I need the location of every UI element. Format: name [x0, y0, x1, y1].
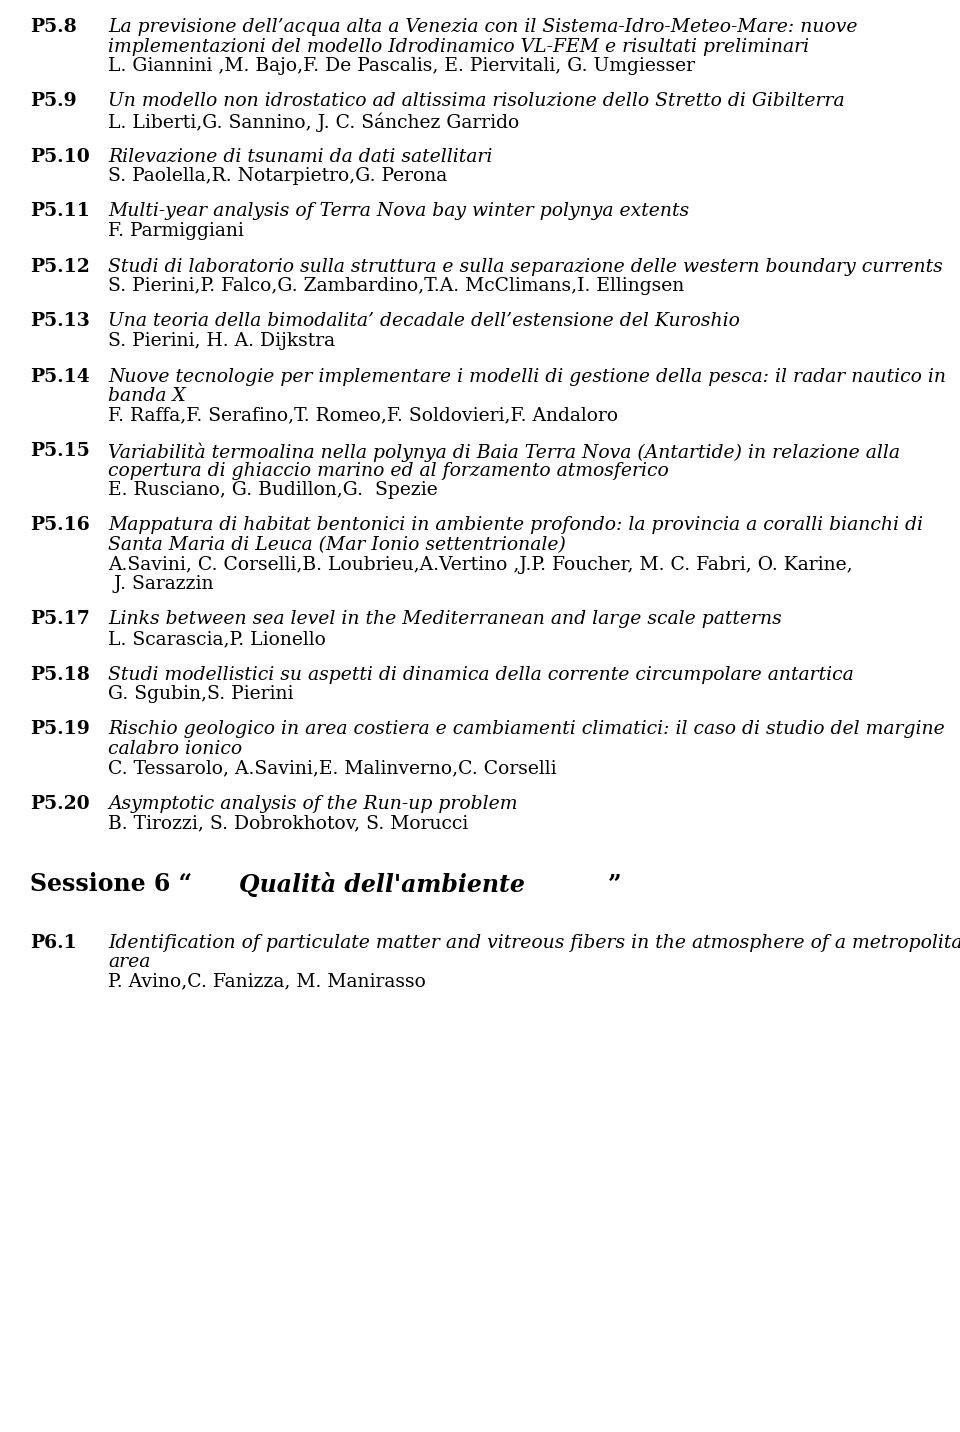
- Text: P6.1: P6.1: [30, 934, 77, 952]
- Text: F. Parmiggiani: F. Parmiggiani: [108, 222, 244, 241]
- Text: P5.15: P5.15: [30, 442, 89, 460]
- Text: Nuove tecnologie per implementare i modelli di gestione della pesca: il radar na: Nuove tecnologie per implementare i mode…: [108, 368, 946, 385]
- Text: P5.10: P5.10: [30, 147, 89, 166]
- Text: B. Tirozzi, S. Dobrokhotov, S. Morucci: B. Tirozzi, S. Dobrokhotov, S. Morucci: [108, 815, 468, 832]
- Text: L. Scarascia,P. Lionello: L. Scarascia,P. Lionello: [108, 630, 325, 649]
- Text: Una teoria della bimodalita’ decadale dell’estensione del Kuroshio: Una teoria della bimodalita’ decadale de…: [108, 312, 740, 331]
- Text: A.Savini, C. Corselli,B. Loubrieu,A.Vertino ,J.P. Foucher, M. C. Fabri, O. Karin: A.Savini, C. Corselli,B. Loubrieu,A.Vert…: [108, 556, 852, 573]
- Text: calabro ionico: calabro ionico: [108, 740, 242, 758]
- Text: J. Sarazzin: J. Sarazzin: [108, 576, 213, 593]
- Text: P5.16: P5.16: [30, 517, 89, 534]
- Text: P5.19: P5.19: [30, 720, 89, 739]
- Text: P5.11: P5.11: [30, 202, 90, 221]
- Text: P5.18: P5.18: [30, 666, 90, 683]
- Text: L. Liberti,G. Sannino, J. C. Sánchez Garrido: L. Liberti,G. Sannino, J. C. Sánchez Gar…: [108, 112, 519, 132]
- Text: G. Sgubin,S. Pierini: G. Sgubin,S. Pierini: [108, 684, 294, 703]
- Text: banda X: banda X: [108, 387, 185, 405]
- Text: Variabilità termoalina nella polynya di Baia Terra Nova (Antartide) in relazione: Variabilità termoalina nella polynya di …: [108, 442, 900, 461]
- Text: Qualità dell'ambiente: Qualità dell'ambiente: [239, 872, 525, 896]
- Text: Rilevazione di tsunami da dati satellitari: Rilevazione di tsunami da dati satellita…: [108, 147, 492, 166]
- Text: implementazioni del modello Idrodinamico VL-FEM e risultati preliminari: implementazioni del modello Idrodinamico…: [108, 37, 809, 56]
- Text: P5.14: P5.14: [30, 368, 89, 385]
- Text: Sessione 6 “: Sessione 6 “: [30, 872, 192, 896]
- Text: P. Avino,C. Fanizza, M. Manirasso: P. Avino,C. Fanizza, M. Manirasso: [108, 972, 426, 991]
- Text: Multi-year analysis of Terra Nova bay winter polynya extents: Multi-year analysis of Terra Nova bay wi…: [108, 202, 689, 221]
- Text: Asymptotic analysis of the Run-up problem: Asymptotic analysis of the Run-up proble…: [108, 795, 517, 813]
- Text: Studi di laboratorio sulla struttura e sulla separazione delle western boundary : Studi di laboratorio sulla struttura e s…: [108, 258, 943, 275]
- Text: P5.9: P5.9: [30, 93, 77, 110]
- Text: ”: ”: [608, 872, 622, 896]
- Text: P5.13: P5.13: [30, 312, 90, 331]
- Text: P5.8: P5.8: [30, 19, 77, 36]
- Text: L. Giannini ,M. Bajo,F. De Pascalis, E. Piervitali, G. Umgiesser: L. Giannini ,M. Bajo,F. De Pascalis, E. …: [108, 57, 695, 74]
- Text: S. Paolella,R. Notarpietro,G. Perona: S. Paolella,R. Notarpietro,G. Perona: [108, 168, 447, 185]
- Text: copertura di ghiaccio marino ed al forzamento atmosferico: copertura di ghiaccio marino ed al forza…: [108, 461, 669, 480]
- Text: area: area: [108, 954, 151, 971]
- Text: Studi modellistici su aspetti di dinamica della corrente circumpolare antartica: Studi modellistici su aspetti di dinamic…: [108, 666, 853, 683]
- Text: E. Rusciano, G. Budillon,G.  Spezie: E. Rusciano, G. Budillon,G. Spezie: [108, 481, 438, 498]
- Text: Santa Maria di Leuca (Mar Ionio settentrionale): Santa Maria di Leuca (Mar Ionio settentr…: [108, 536, 565, 554]
- Text: Rischio geologico in area costiera e cambiamenti climatici: il caso di studio de: Rischio geologico in area costiera e cam…: [108, 720, 945, 739]
- Text: Mappatura di habitat bentonici in ambiente profondo: la provincia a coralli bian: Mappatura di habitat bentonici in ambien…: [108, 517, 923, 534]
- Text: F. Raffa,F. Serafino,T. Romeo,F. Soldovieri,F. Andaloro: F. Raffa,F. Serafino,T. Romeo,F. Soldovi…: [108, 407, 618, 424]
- Text: La previsione dell’acqua alta a Venezia con il Sistema-Idro-Meteo-Mare: nuove: La previsione dell’acqua alta a Venezia …: [108, 19, 857, 36]
- Text: Links between sea level in the Mediterranean and large scale patterns: Links between sea level in the Mediterra…: [108, 610, 781, 629]
- Text: P5.12: P5.12: [30, 258, 89, 275]
- Text: C. Tessarolo, A.Savini,E. Malinverno,C. Corselli: C. Tessarolo, A.Savini,E. Malinverno,C. …: [108, 759, 557, 778]
- Text: Un modello non idrostatico ad altissima risoluzione dello Stretto di Gibilterra: Un modello non idrostatico ad altissima …: [108, 93, 845, 110]
- Text: Identification of particulate matter and vitreous fibers in the atmosphere of a : Identification of particulate matter and…: [108, 934, 960, 952]
- Text: S. Pierini,P. Falco,G. Zambardino,T.A. McClimans,I. Ellingsen: S. Pierini,P. Falco,G. Zambardino,T.A. M…: [108, 276, 684, 295]
- Text: P5.17: P5.17: [30, 610, 89, 629]
- Text: P5.20: P5.20: [30, 795, 89, 813]
- Text: S. Pierini, H. A. Dijkstra: S. Pierini, H. A. Dijkstra: [108, 332, 335, 349]
